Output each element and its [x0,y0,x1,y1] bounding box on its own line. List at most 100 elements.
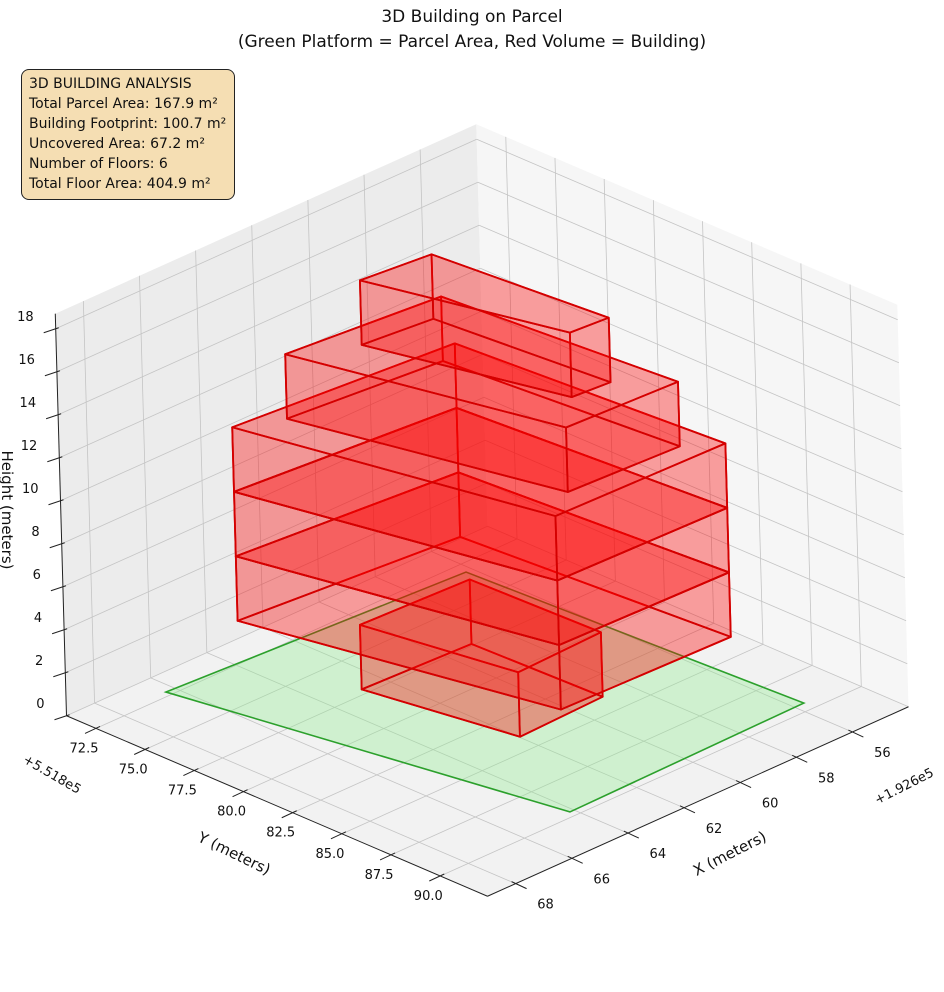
y-tick-mark [183,768,199,777]
floor-2 [234,471,732,711]
x-tick-label: 66 [593,872,610,887]
x-tick-label: 64 [650,847,667,862]
grid-line-y [95,538,518,729]
z-tick-mark [51,628,68,635]
info-building-footprint: Building Footprint: 100.7 m² [29,116,227,132]
floor-top-face [231,342,727,517]
analysis-info-box: 3D BUILDING ANALYSIS Total Parcel Area: … [21,69,236,200]
z-tick-label: 6 [33,568,41,583]
grid-line-z [61,353,483,545]
y-tick-mark [429,873,445,882]
y-tick-label: 77.5 [168,784,197,799]
z-tick-mark [48,499,64,506]
x-axis-label: X (meters) [690,827,769,879]
grid-line-y [440,686,862,877]
z-axis-line [54,313,67,716]
y-tick-mark [232,789,248,798]
grid-line-x [318,601,741,783]
grid-line-y [243,601,665,793]
z-tick-label: 14 [20,396,37,411]
grid-line-z [59,267,481,459]
y-tick-label: 72.5 [70,741,99,756]
grid-line-z [56,181,479,373]
x-offset-label: +1.926e5 [872,766,936,809]
grid-line-y [505,136,518,539]
z-tick-mark [44,370,61,377]
chart-title-line-1: 3D Building on Parcel [381,7,563,27]
grid-line-x [419,149,432,552]
grid-line-y [341,643,764,835]
y-axis-line [66,715,488,897]
grid-line-z [482,353,904,536]
z-tick-label: 4 [34,611,42,626]
grid-line-x [431,551,853,733]
building-volume [231,253,732,738]
z-tick-mark [45,413,62,420]
y-tick-label: 80.0 [217,805,246,820]
y-tick-label: 87.5 [365,868,394,883]
x-tick-label: 58 [818,771,835,786]
floor-pane [66,526,909,897]
grid-line-z [63,439,486,631]
y-offset-label: +5.518e5 [20,752,83,797]
info-uncovered-area: Uncovered Area: 67.2 m² [29,136,205,152]
x-tick-mark [848,729,864,738]
grid-line-x [262,626,685,809]
grid-line-x [195,250,208,653]
parcel-polygon [163,571,806,813]
z-axis-label: Height (meters) [0,451,16,570]
grid-line-x [139,275,152,678]
info-heading: 3D BUILDING ANALYSIS [29,76,192,92]
grid-line-y [554,157,567,560]
axis-lines [43,313,909,897]
grid-line-z [484,439,907,622]
grid-line-z [57,224,480,416]
grid-line-z [60,310,482,502]
z-tick-mark [54,714,70,721]
y-tick-mark [281,810,297,819]
x-axis-line [487,706,909,897]
z-tick-label: 18 [17,310,34,325]
y-tick-label: 82.5 [266,826,295,841]
grid-line-x [94,702,516,884]
grid-line-y [194,580,616,771]
info-total-floor-area: Total Floor Area: 404.9 m² [29,176,211,192]
z-tick-mark [50,585,67,592]
y-tick-mark [379,852,396,861]
grid-line-y [800,263,813,666]
floor-5 [284,295,681,493]
floor-top-face [358,578,602,674]
parcel-platform [163,571,806,813]
grid-line-z [65,482,487,674]
grid-line-z [480,267,902,450]
grid-line-x [82,301,95,704]
x-tick-mark [511,881,527,890]
y-axis-label: Y (meters) [194,828,273,879]
x-tick-mark [735,780,752,789]
x-tick-mark [679,805,696,814]
chart-title-line-2: (Green Platform = Parcel Area, Red Volum… [237,32,707,52]
info-parcel-area: Total Parcel Area: 167.9 m² [29,96,218,112]
grid-line-y [702,221,715,624]
x-tick-mark [623,830,640,839]
tick-labels: 72.575.077.580.082.585.087.590.056586062… [17,310,890,913]
grid-line-z [483,396,906,579]
grid-line-z [62,396,485,588]
z-tick-label: 2 [35,654,43,669]
grid-line-z [477,181,900,364]
grid-line-x [307,199,320,603]
z-tick-mark [49,542,65,549]
grid-line-y [145,559,567,750]
y-tick-label: 75.0 [119,762,148,777]
z-tick-label: 16 [18,353,35,368]
z-tick-label: 10 [22,482,39,497]
grid-line-x [206,652,628,834]
z-tick-mark [43,327,59,334]
grid-line-y [390,665,813,856]
floor-top-face [359,253,610,334]
grid-line-x [251,225,264,628]
x-tick-label: 62 [706,822,723,837]
z-tick-label: 8 [31,525,39,540]
floor-6 [359,253,612,399]
